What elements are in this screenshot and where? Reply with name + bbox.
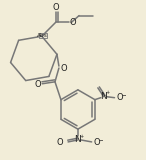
Text: N: N <box>74 136 81 144</box>
Text: +: + <box>80 133 84 139</box>
Text: −: − <box>121 92 126 97</box>
Text: O: O <box>34 80 41 89</box>
FancyBboxPatch shape <box>39 33 47 38</box>
Text: O: O <box>93 138 100 147</box>
Text: O: O <box>70 18 77 27</box>
Text: O: O <box>52 3 59 12</box>
Text: +: + <box>106 90 110 95</box>
Text: Abs: Abs <box>37 33 48 38</box>
Text: N: N <box>100 92 107 101</box>
Text: −: − <box>98 137 103 142</box>
Text: O: O <box>116 93 123 102</box>
Text: O: O <box>57 138 64 147</box>
Text: O: O <box>60 64 67 72</box>
